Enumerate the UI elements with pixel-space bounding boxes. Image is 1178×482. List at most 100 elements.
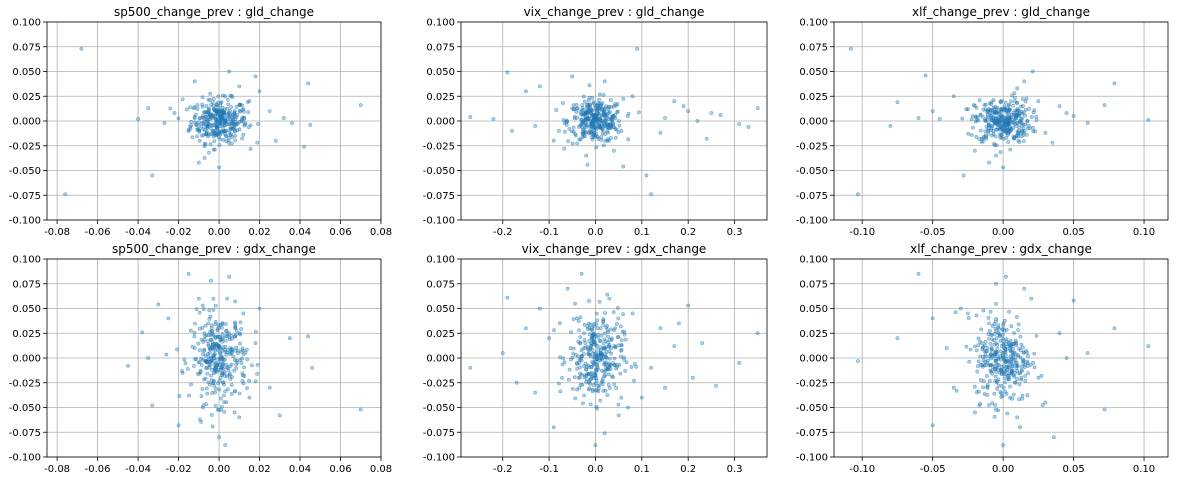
data-point [192,346,197,351]
data-point [966,316,971,320]
data-point [220,337,225,342]
data-point [983,117,987,122]
x-tick-label: -0.2 [493,227,513,238]
data-point [617,119,621,123]
data-point [229,392,234,396]
data-point [658,130,663,135]
data-point [611,310,616,315]
data-point [560,376,564,380]
data-point [614,386,619,390]
data-point [233,117,238,121]
data-point [221,371,226,376]
data-point [223,347,228,352]
data-point [533,390,538,395]
data-point [601,111,606,115]
data-point [985,114,990,119]
data-point [613,345,618,350]
data-point [619,338,624,343]
y-tick-label: -0.025 [423,141,455,152]
data-point [202,348,206,353]
data-point [605,366,610,371]
data-point [1001,323,1006,328]
data-point [246,110,251,114]
data-point [200,303,205,308]
data-point [232,368,236,373]
data-point [267,385,272,390]
data-point [994,281,998,286]
data-point [604,363,609,367]
data-point [567,367,572,372]
data-point [273,138,278,143]
data-point [1102,103,1107,108]
data-point [219,404,224,409]
data-point [230,95,235,100]
data-point [255,362,260,367]
data-point [244,347,249,352]
data-point [247,99,252,104]
data-point [204,359,208,364]
data-point [618,354,623,359]
data-point [968,347,973,352]
data-point [1016,328,1020,332]
data-point [242,116,247,121]
x-tick-label: 0.3 [727,227,743,238]
data-point [240,136,244,141]
data-point [1014,115,1018,120]
data-point [63,192,68,197]
data-point [970,114,975,119]
data-point [468,115,473,119]
data-point [593,108,598,113]
x-tick-label: -0.06 [85,227,111,238]
data-point [1001,339,1006,343]
data-point [630,311,635,316]
data-point [987,354,991,359]
subplot-3: -0.10 -0.05 0.00 0.05 0.10 -0.100 -0.075 -0.050… [796,5,1169,238]
data-point [663,385,667,390]
data-point [994,302,998,306]
data-point [1023,378,1028,383]
x-tick-label: 0.0 [588,227,604,238]
y-tick-label: -0.100 [423,453,455,464]
data-point [625,114,630,118]
data-point [606,130,611,135]
data-point [617,123,622,128]
data-point [996,325,1000,330]
data-point [202,119,207,124]
data-point [1014,363,1019,368]
data-point [218,375,223,380]
data-point [240,371,245,376]
subplot-4: -0.08 -0.06 -0.04 -0.02 0.00 0.02 0.04 0.06 0.08… [9,242,392,475]
data-point [210,424,215,429]
data-point [168,106,173,111]
data-point [211,134,216,139]
data-point [236,348,241,353]
subplot-title: vix_change_prev : gld_change [524,5,705,19]
data-point [998,150,1003,154]
data-point [603,373,608,378]
data-point [207,106,211,111]
data-point [196,128,201,132]
data-point [755,331,760,336]
data-point [605,292,610,297]
y-tick-label: -0.025 [796,141,828,152]
data-point [988,341,993,346]
data-point [994,407,998,412]
data-point [524,89,528,94]
data-point [977,98,982,102]
scatter-points [856,271,1151,448]
data-point [1003,389,1008,394]
x-tick-label: 0.02 [248,227,270,238]
data-point [592,331,597,336]
data-point [974,135,979,139]
data-point [575,387,580,392]
data-point [202,156,207,160]
x-tick-label: -0.05 [920,464,946,475]
data-point [1016,138,1021,143]
data-point [198,369,203,373]
data-point [578,356,583,361]
data-point [606,334,610,339]
data-point [993,134,998,139]
x-tick-label: -0.04 [125,464,151,475]
data-point [1009,99,1013,104]
axes-frame [460,258,768,458]
